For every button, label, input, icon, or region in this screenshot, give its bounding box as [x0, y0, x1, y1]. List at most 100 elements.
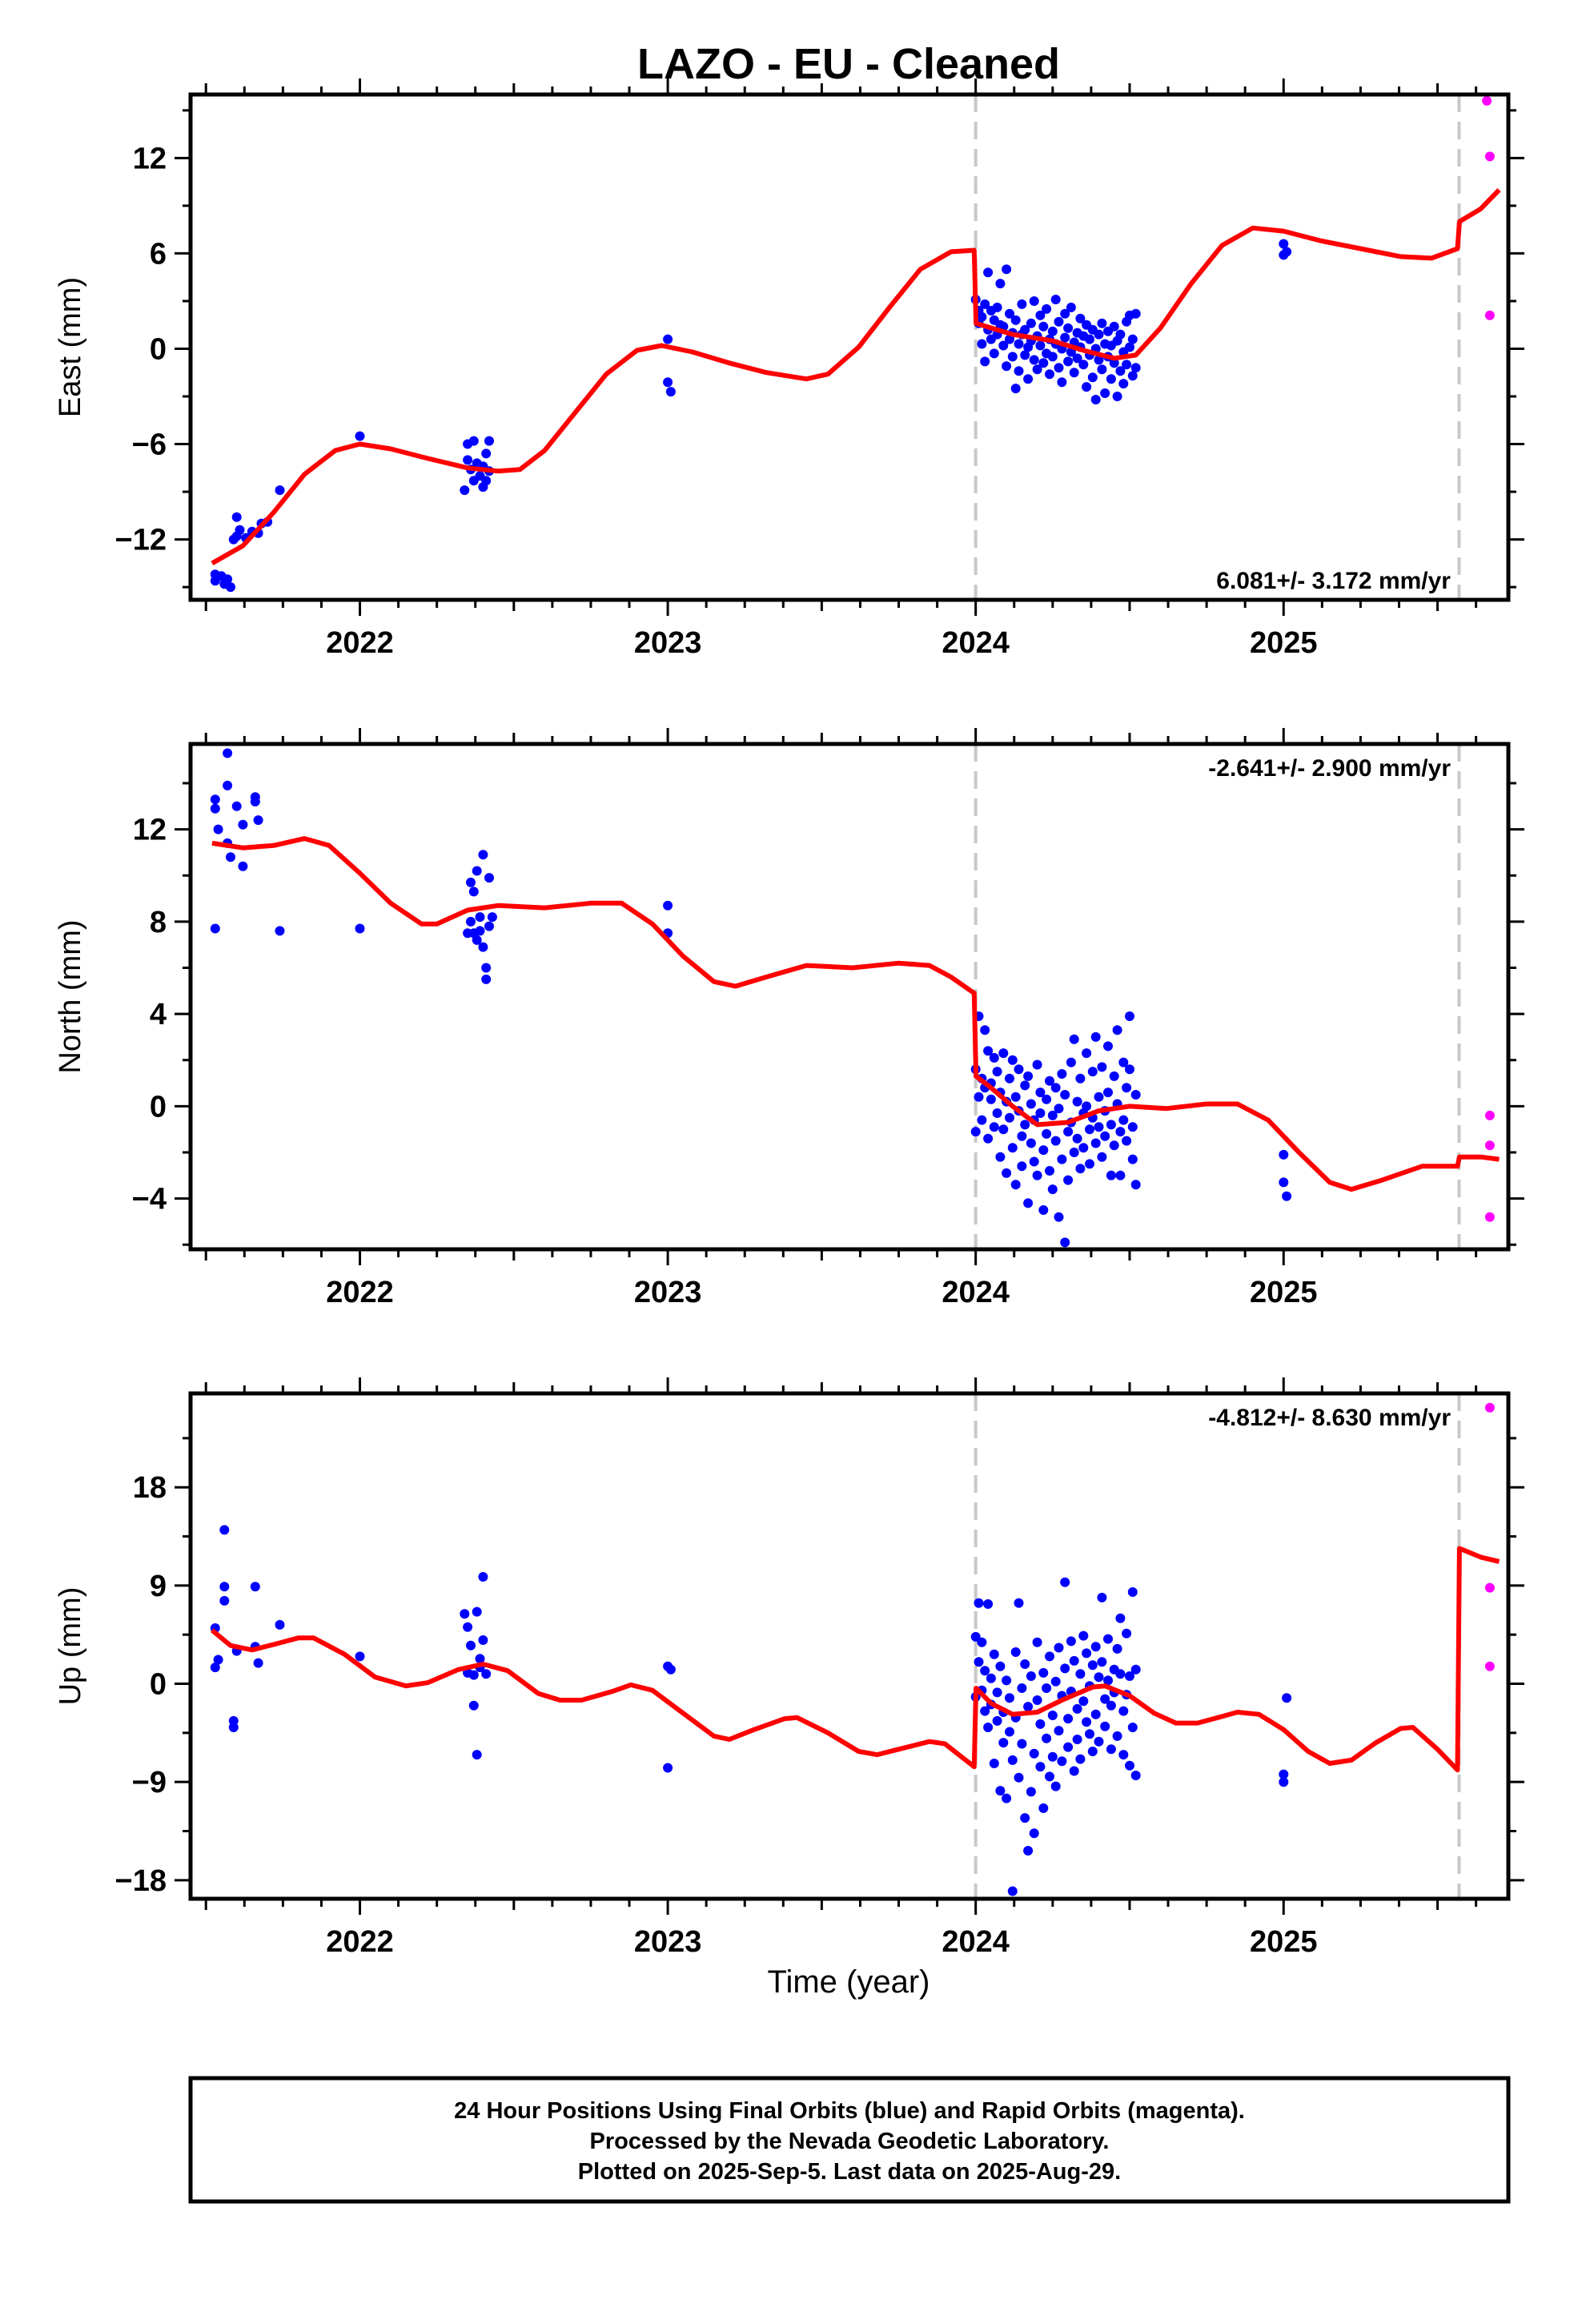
north-model-line: [211, 836, 1500, 1192]
north-final-point: [983, 1133, 994, 1144]
footer-box: 24 Hour Positions Using Final Orbits (bl…: [188, 2076, 1511, 2204]
north-final-point: [1047, 1184, 1058, 1195]
up-final-point: [478, 1635, 488, 1645]
east-model-line: [211, 188, 1501, 566]
up-final-point: [1026, 1787, 1036, 1797]
up-x-tick-label: 2022: [326, 1925, 394, 1959]
up-final-point: [1007, 1886, 1018, 1896]
up-final-point: [1032, 1637, 1042, 1647]
north-final-point: [1020, 1080, 1030, 1091]
east-final-point: [1100, 388, 1110, 398]
north-final-point: [475, 912, 485, 923]
north-final-point: [355, 923, 365, 934]
north-final-point: [995, 1152, 1006, 1162]
up-final-point: [1020, 1813, 1030, 1823]
north-final-point: [210, 794, 220, 805]
up-final-point: [1063, 1742, 1074, 1752]
up-final-point: [1106, 1744, 1116, 1755]
north-x-tick-label: 2024: [942, 1276, 1010, 1309]
north-final-point: [484, 921, 494, 931]
north-final-point: [1109, 1140, 1119, 1151]
up-final-point: [974, 1657, 984, 1667]
up-rate-label: -4.812+/- 8.630 mm/yr: [1208, 1405, 1451, 1431]
east-x-tick-label: 2025: [1250, 626, 1318, 660]
east-rapid-point: [1484, 151, 1495, 162]
north-final-point: [253, 815, 263, 826]
north-final-point: [1072, 1133, 1082, 1144]
north-final-point: [1038, 1205, 1049, 1215]
north-final-point: [487, 912, 497, 923]
east-y-tick-label: −12: [115, 524, 167, 557]
east-final-point: [1097, 318, 1107, 328]
north-final-point: [1010, 1092, 1021, 1102]
up-final-point: [1060, 1663, 1070, 1674]
east-final-point: [1082, 382, 1092, 392]
east-final-point: [1063, 323, 1074, 333]
east-final-point: [1060, 308, 1070, 319]
up-final-point: [1103, 1634, 1113, 1644]
up-final-point: [1050, 1781, 1061, 1791]
up-final-point: [275, 1619, 285, 1630]
up-final-point: [1042, 1683, 1052, 1693]
up-final-point: [1017, 1739, 1027, 1749]
east-final-point: [235, 525, 245, 535]
north-final-point: [1112, 1025, 1122, 1035]
east-y-axis-label: East (mm): [54, 277, 87, 417]
east-final-point: [1078, 360, 1089, 370]
east-final-point: [1020, 324, 1030, 335]
east-final-point: [1010, 384, 1021, 394]
east-final-point: [1047, 326, 1058, 336]
east-final-point: [1087, 372, 1098, 383]
east-final-point: [226, 582, 235, 593]
north-final-point: [1007, 1055, 1018, 1065]
up-final-point: [1007, 1755, 1018, 1765]
east-final-point: [1029, 355, 1039, 365]
east-y-tick-label: −6: [132, 428, 167, 462]
north-final-point: [1047, 1110, 1058, 1120]
up-final-point: [250, 1582, 260, 1592]
up-final-point: [219, 1525, 230, 1535]
north-final-point: [1017, 1161, 1027, 1172]
north-final-point: [1075, 1164, 1086, 1174]
up-final-point: [219, 1595, 230, 1606]
north-final-point: [1042, 1128, 1052, 1139]
up-final-point: [1122, 1628, 1132, 1638]
north-final-point: [1279, 1149, 1289, 1160]
up-final-point: [1002, 1675, 1012, 1686]
up-final-point: [468, 1670, 479, 1680]
up-x-tick-label: 2023: [634, 1925, 702, 1959]
east-final-point: [1017, 299, 1027, 309]
east-rapid-point: [1482, 95, 1492, 106]
north-final-point: [1125, 1011, 1134, 1021]
east-final-point: [1122, 360, 1132, 370]
east-final-point: [983, 267, 994, 278]
east-final-point: [995, 279, 1006, 289]
up-final-point: [1026, 1671, 1036, 1681]
east-final-point: [355, 431, 365, 441]
up-panel: 2022 2023 2024 2025 −18 −9 0 9 18 Up (mm) -4.812+/…: [54, 1377, 1524, 1959]
up-final-point: [1072, 1735, 1082, 1744]
east-final-point: [1094, 355, 1104, 365]
up-final-point: [1087, 1660, 1098, 1671]
footer-frame: [188, 2076, 1511, 2204]
east-final-point: [1042, 304, 1052, 314]
up-final-point: [213, 1655, 223, 1665]
north-final-point: [466, 916, 476, 927]
north-final-point: [989, 1122, 999, 1132]
north-final-point: [466, 877, 476, 887]
north-x-tick-label: 2025: [1250, 1276, 1318, 1309]
north-final-point: [1115, 1127, 1126, 1137]
east-final-point: [275, 485, 285, 496]
east-final-point: [1038, 321, 1049, 332]
north-final-point: [663, 900, 673, 911]
up-final-point: [989, 1759, 999, 1768]
up-final-point: [1125, 1671, 1134, 1681]
up-final-point: [1115, 1613, 1126, 1623]
north-final-point: [1017, 1131, 1027, 1141]
east-final-point: [1038, 358, 1049, 368]
north-final-point: [1060, 1237, 1070, 1248]
east-final-point: [1115, 329, 1126, 340]
up-final-point: [468, 1700, 479, 1711]
east-final-point: [1066, 302, 1076, 312]
up-final-point: [1082, 1648, 1092, 1659]
